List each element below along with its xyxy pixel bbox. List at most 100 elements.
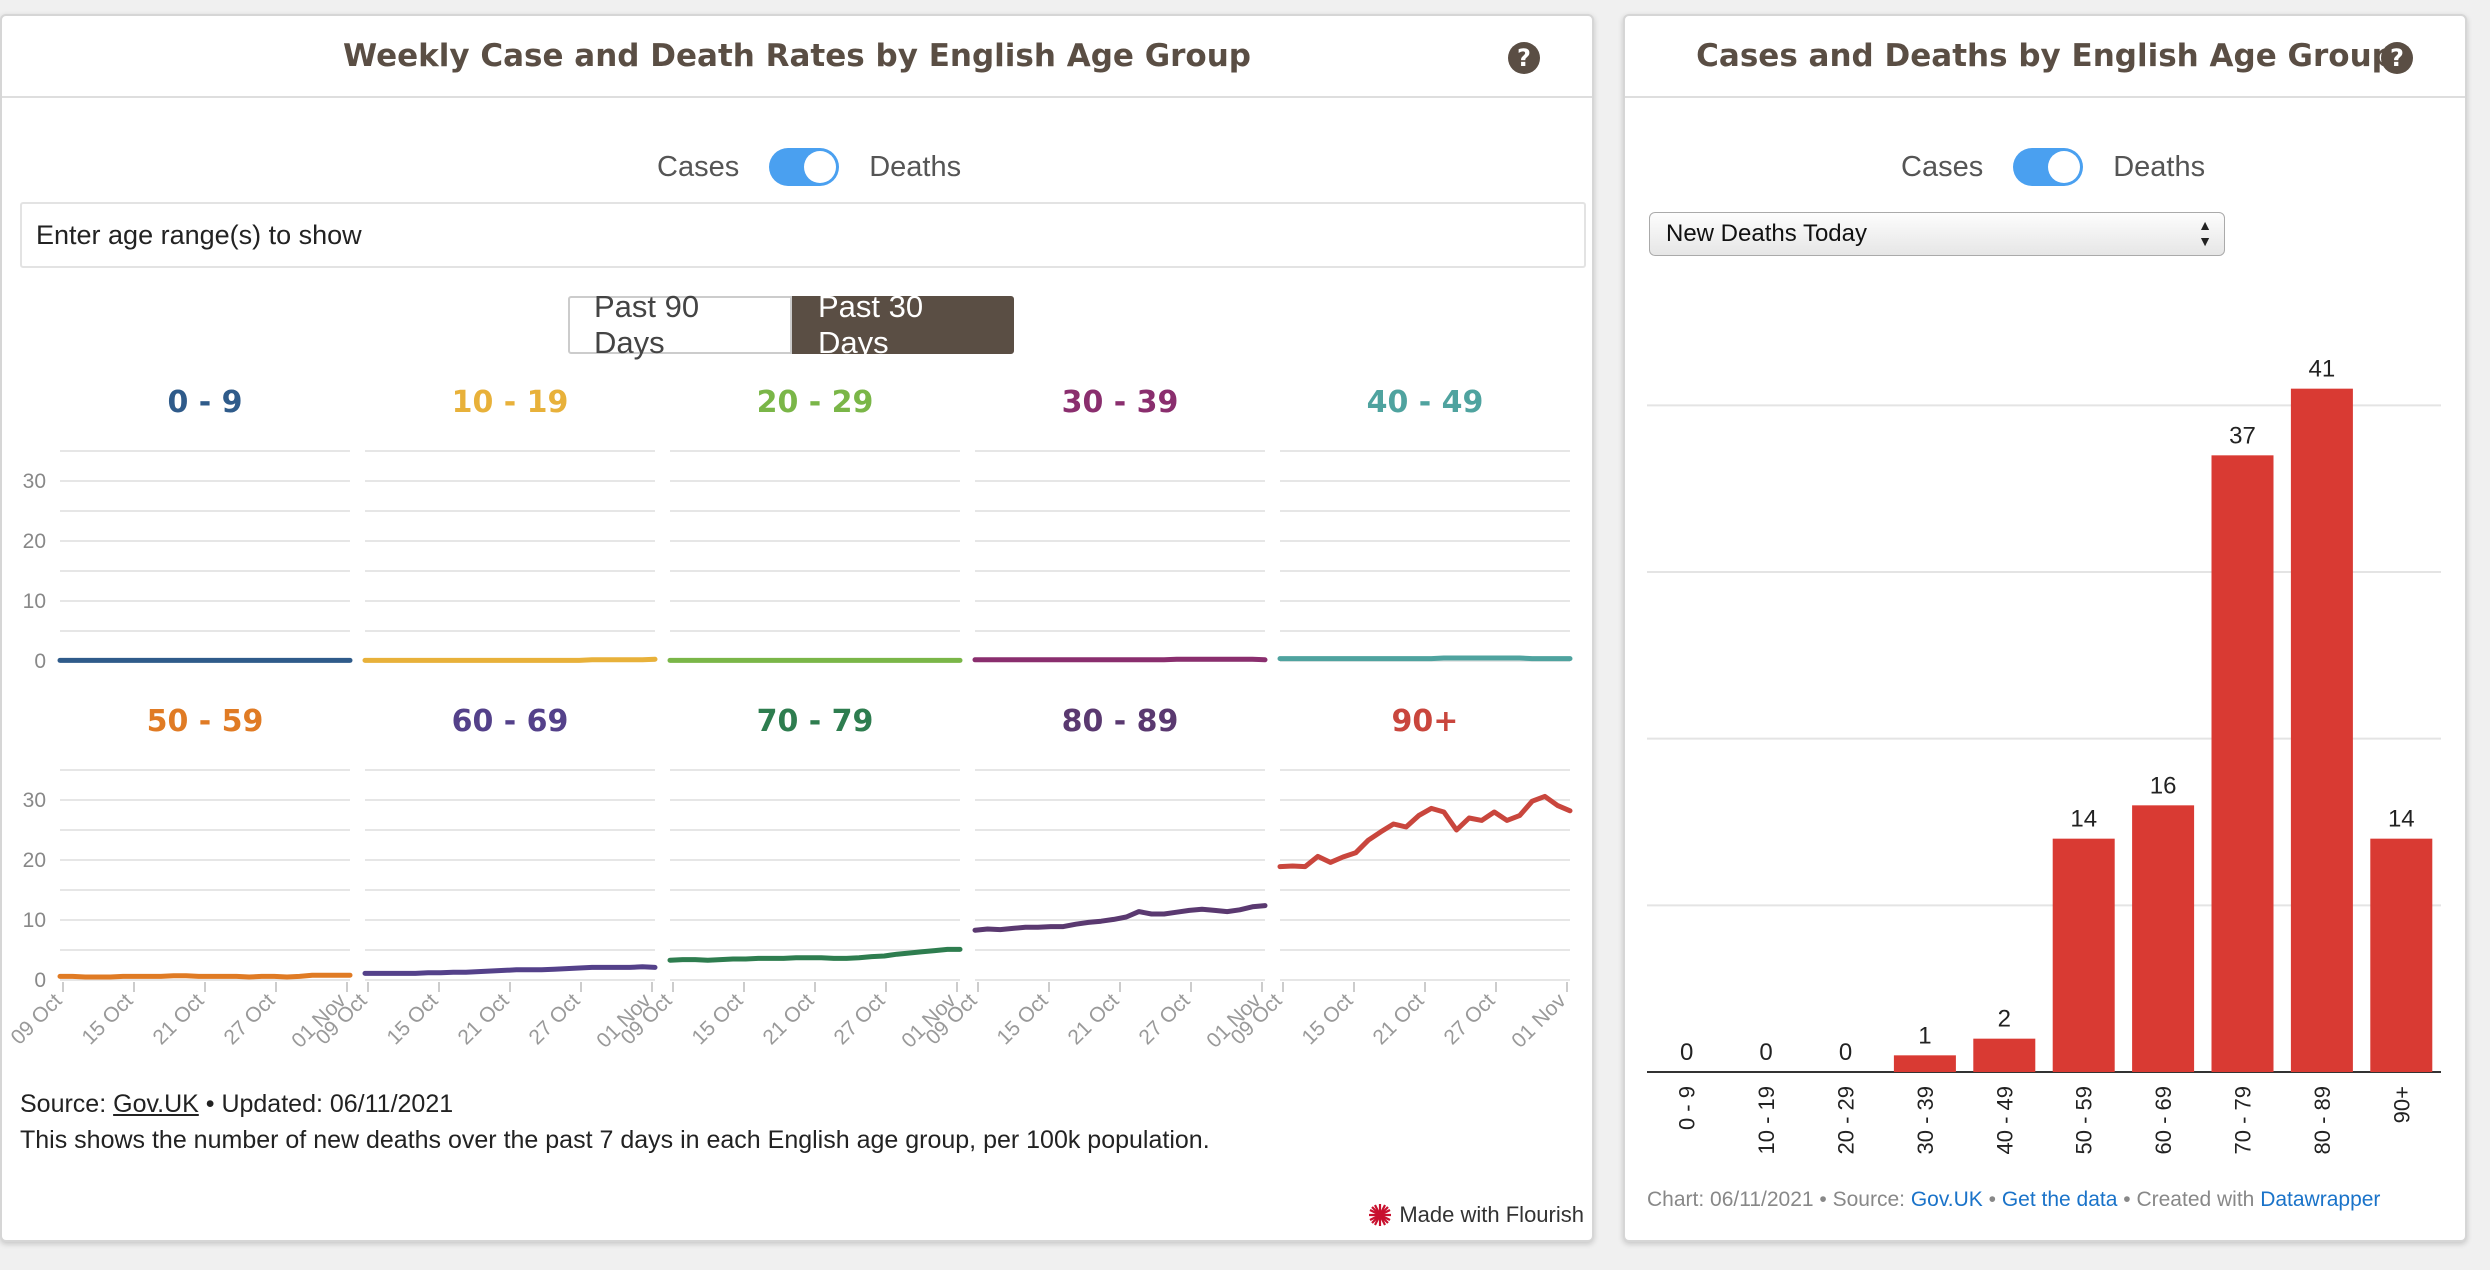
x-category-label: 10 - 19: [1754, 1086, 1779, 1155]
x-tick-label: 09 Oct: [7, 989, 67, 1049]
chart-description: This shows the number of new deaths over…: [20, 1126, 1210, 1154]
small-multiple-20-29: 20 - 29: [667, 385, 963, 663]
x-tick-label: 27 Oct: [525, 989, 585, 1049]
y-tick-label: 20: [23, 849, 46, 872]
series-line: [57, 972, 353, 980]
panel-series-title: 10 - 19: [452, 385, 569, 420]
panel-series-title: 20 - 29: [757, 385, 874, 420]
y-tick-label: 10: [23, 590, 46, 613]
series-line: [1277, 793, 1573, 870]
bar-value-label: 41: [2309, 356, 2336, 383]
x-tick-label: 27 Oct: [830, 989, 890, 1049]
metric-select[interactable]: New Deaths Today ▲ ▼: [1649, 212, 2225, 256]
toggle-label-cases: Cases: [657, 150, 740, 183]
cases-deaths-toggle-row: Cases Deaths: [657, 148, 961, 186]
datawrapper-link[interactable]: Datawrapper: [2260, 1188, 2381, 1211]
bar: [1893, 1055, 1956, 1072]
series-line: [972, 903, 1268, 933]
x-tick-label: 21 Oct: [454, 989, 514, 1049]
chart-footer: Chart: 06/11/2021 • Source: Gov.UK • Get…: [1647, 1188, 2380, 1212]
past-90-days-button[interactable]: Past 90 Days: [568, 289, 792, 360]
x-tick-label: 15 Oct: [383, 989, 443, 1049]
flourish-logo-icon: [1369, 1204, 1392, 1226]
x-category-label: 50 - 59: [2072, 1086, 2097, 1155]
made-with-flourish-link[interactable]: Made with Flourish: [1367, 1202, 1584, 1228]
select-arrows-icon: ▲ ▼: [2198, 217, 2212, 249]
bar-value-label: 0: [1680, 1039, 1693, 1066]
x-tick-label: 15 Oct: [78, 989, 138, 1049]
panel-series-title: 80 - 89: [1062, 704, 1179, 739]
source-link[interactable]: Gov.UK: [113, 1090, 199, 1118]
updated-text: • Updated: 06/11/2021: [205, 1090, 454, 1118]
bar-value-label: 14: [2070, 806, 2097, 833]
x-tick-label: 27 Oct: [1135, 989, 1195, 1049]
source-label: Source:: [20, 1090, 107, 1118]
small-multiples-chart: 0 - 9 0 10 20 30 10 - 19 20 - 29 30 - 39 40 - 49…: [7, 385, 1573, 1053]
x-category-label: 60 - 69: [2151, 1086, 2176, 1155]
chart-date: Chart: 06/11/2021: [1647, 1188, 1814, 1211]
source-line: Source: Gov.UK • Updated: 06/11/2021: [20, 1090, 453, 1119]
series-line: [362, 656, 658, 663]
panel-title: Weekly Case and Death Rates by English A…: [342, 38, 1251, 74]
panel-series-title: 90+: [1392, 704, 1459, 739]
toggle-label-deaths: Deaths: [869, 150, 962, 183]
x-tick-label: 27 Oct: [220, 989, 280, 1049]
time-range-selector: Past 90 Days Past 30 Days: [568, 289, 1014, 360]
past-30-days-button[interactable]: Past 30 Days: [792, 289, 1014, 360]
toggle-knob: [2048, 151, 2081, 183]
source-link[interactable]: Gov.UK: [1910, 1188, 1983, 1211]
small-multiple-90+: 90+09 Oct 15 Oct 21 Oct 27 Oct 01 Nov: [1227, 704, 1573, 1053]
deaths-bar-chart: 0 0 - 9 0 10 - 19 0 20 - 29 1 30 - 39 2 40 - 49 14…: [1647, 356, 2441, 1155]
x-tick-label: 21 Oct: [149, 989, 209, 1049]
bar: [2290, 388, 2353, 1073]
x-category-label: 70 - 79: [2231, 1086, 2256, 1155]
age-range-filter-input[interactable]: [20, 202, 1586, 268]
small-multiple-30-39: 30 - 39: [972, 385, 1268, 663]
toggle-knob: [804, 151, 837, 183]
x-tick-label: 21 Oct: [1064, 989, 1124, 1049]
panel-title: Cases and Deaths by English Age Group: [1696, 38, 2394, 74]
help-icon[interactable]: ?: [1508, 42, 1540, 74]
y-tick-label: 0: [34, 650, 46, 673]
x-tick-label: 21 Oct: [759, 989, 819, 1049]
small-multiple-40-49: 40 - 49: [1277, 385, 1573, 662]
toggle-label-deaths: Deaths: [2113, 150, 2206, 183]
y-tick-label: 0: [34, 969, 46, 992]
series-line: [362, 964, 658, 976]
bar: [2132, 805, 2195, 1072]
x-category-label: 20 - 29: [1834, 1086, 1859, 1155]
cases-deaths-toggle[interactable]: [769, 148, 840, 186]
toggle-label-cases: Cases: [1901, 150, 1984, 183]
cases-deaths-toggle[interactable]: [2013, 148, 2084, 186]
y-tick-label: 10: [23, 909, 46, 932]
small-multiple-0-9: 0 - 9: [57, 385, 353, 663]
y-tick-label: 30: [23, 789, 46, 812]
age-group-bar-panel: Cases and Deaths by English Age Group ? …: [1623, 14, 2467, 1242]
x-tick-label: 15 Oct: [688, 989, 748, 1049]
weekly-rates-panel: Weekly Case and Death Rates by English A…: [0, 14, 1594, 1242]
bar-value-label: 0: [1759, 1039, 1772, 1066]
source-label: • Source:: [1819, 1188, 1905, 1211]
panel-series-title: 0 - 9: [167, 385, 242, 420]
panel-header: Cases and Deaths by English Age Group ?: [1625, 16, 2465, 98]
x-category-label: 80 - 89: [2310, 1086, 2335, 1155]
bar: [2052, 838, 2115, 1072]
help-icon[interactable]: ?: [2381, 42, 2413, 74]
y-tick-label: 30: [23, 470, 46, 493]
series-line: [972, 656, 1268, 663]
small-multiple-10-19: 10 - 19: [362, 385, 658, 663]
footer-separator: •: [1988, 1188, 1996, 1211]
series-line: [667, 946, 963, 963]
get-the-data-link[interactable]: Get the data: [2001, 1188, 2118, 1211]
x-category-label: 0 - 9: [1675, 1086, 1700, 1130]
x-category-label: 30 - 39: [1913, 1086, 1938, 1155]
panel-series-title: 30 - 39: [1062, 385, 1179, 420]
y-tick-label: 20: [23, 530, 46, 553]
bar-value-label: 16: [2150, 772, 2177, 799]
x-category-label: 90+: [2389, 1086, 2414, 1123]
bar-value-label: 0: [1839, 1039, 1852, 1066]
